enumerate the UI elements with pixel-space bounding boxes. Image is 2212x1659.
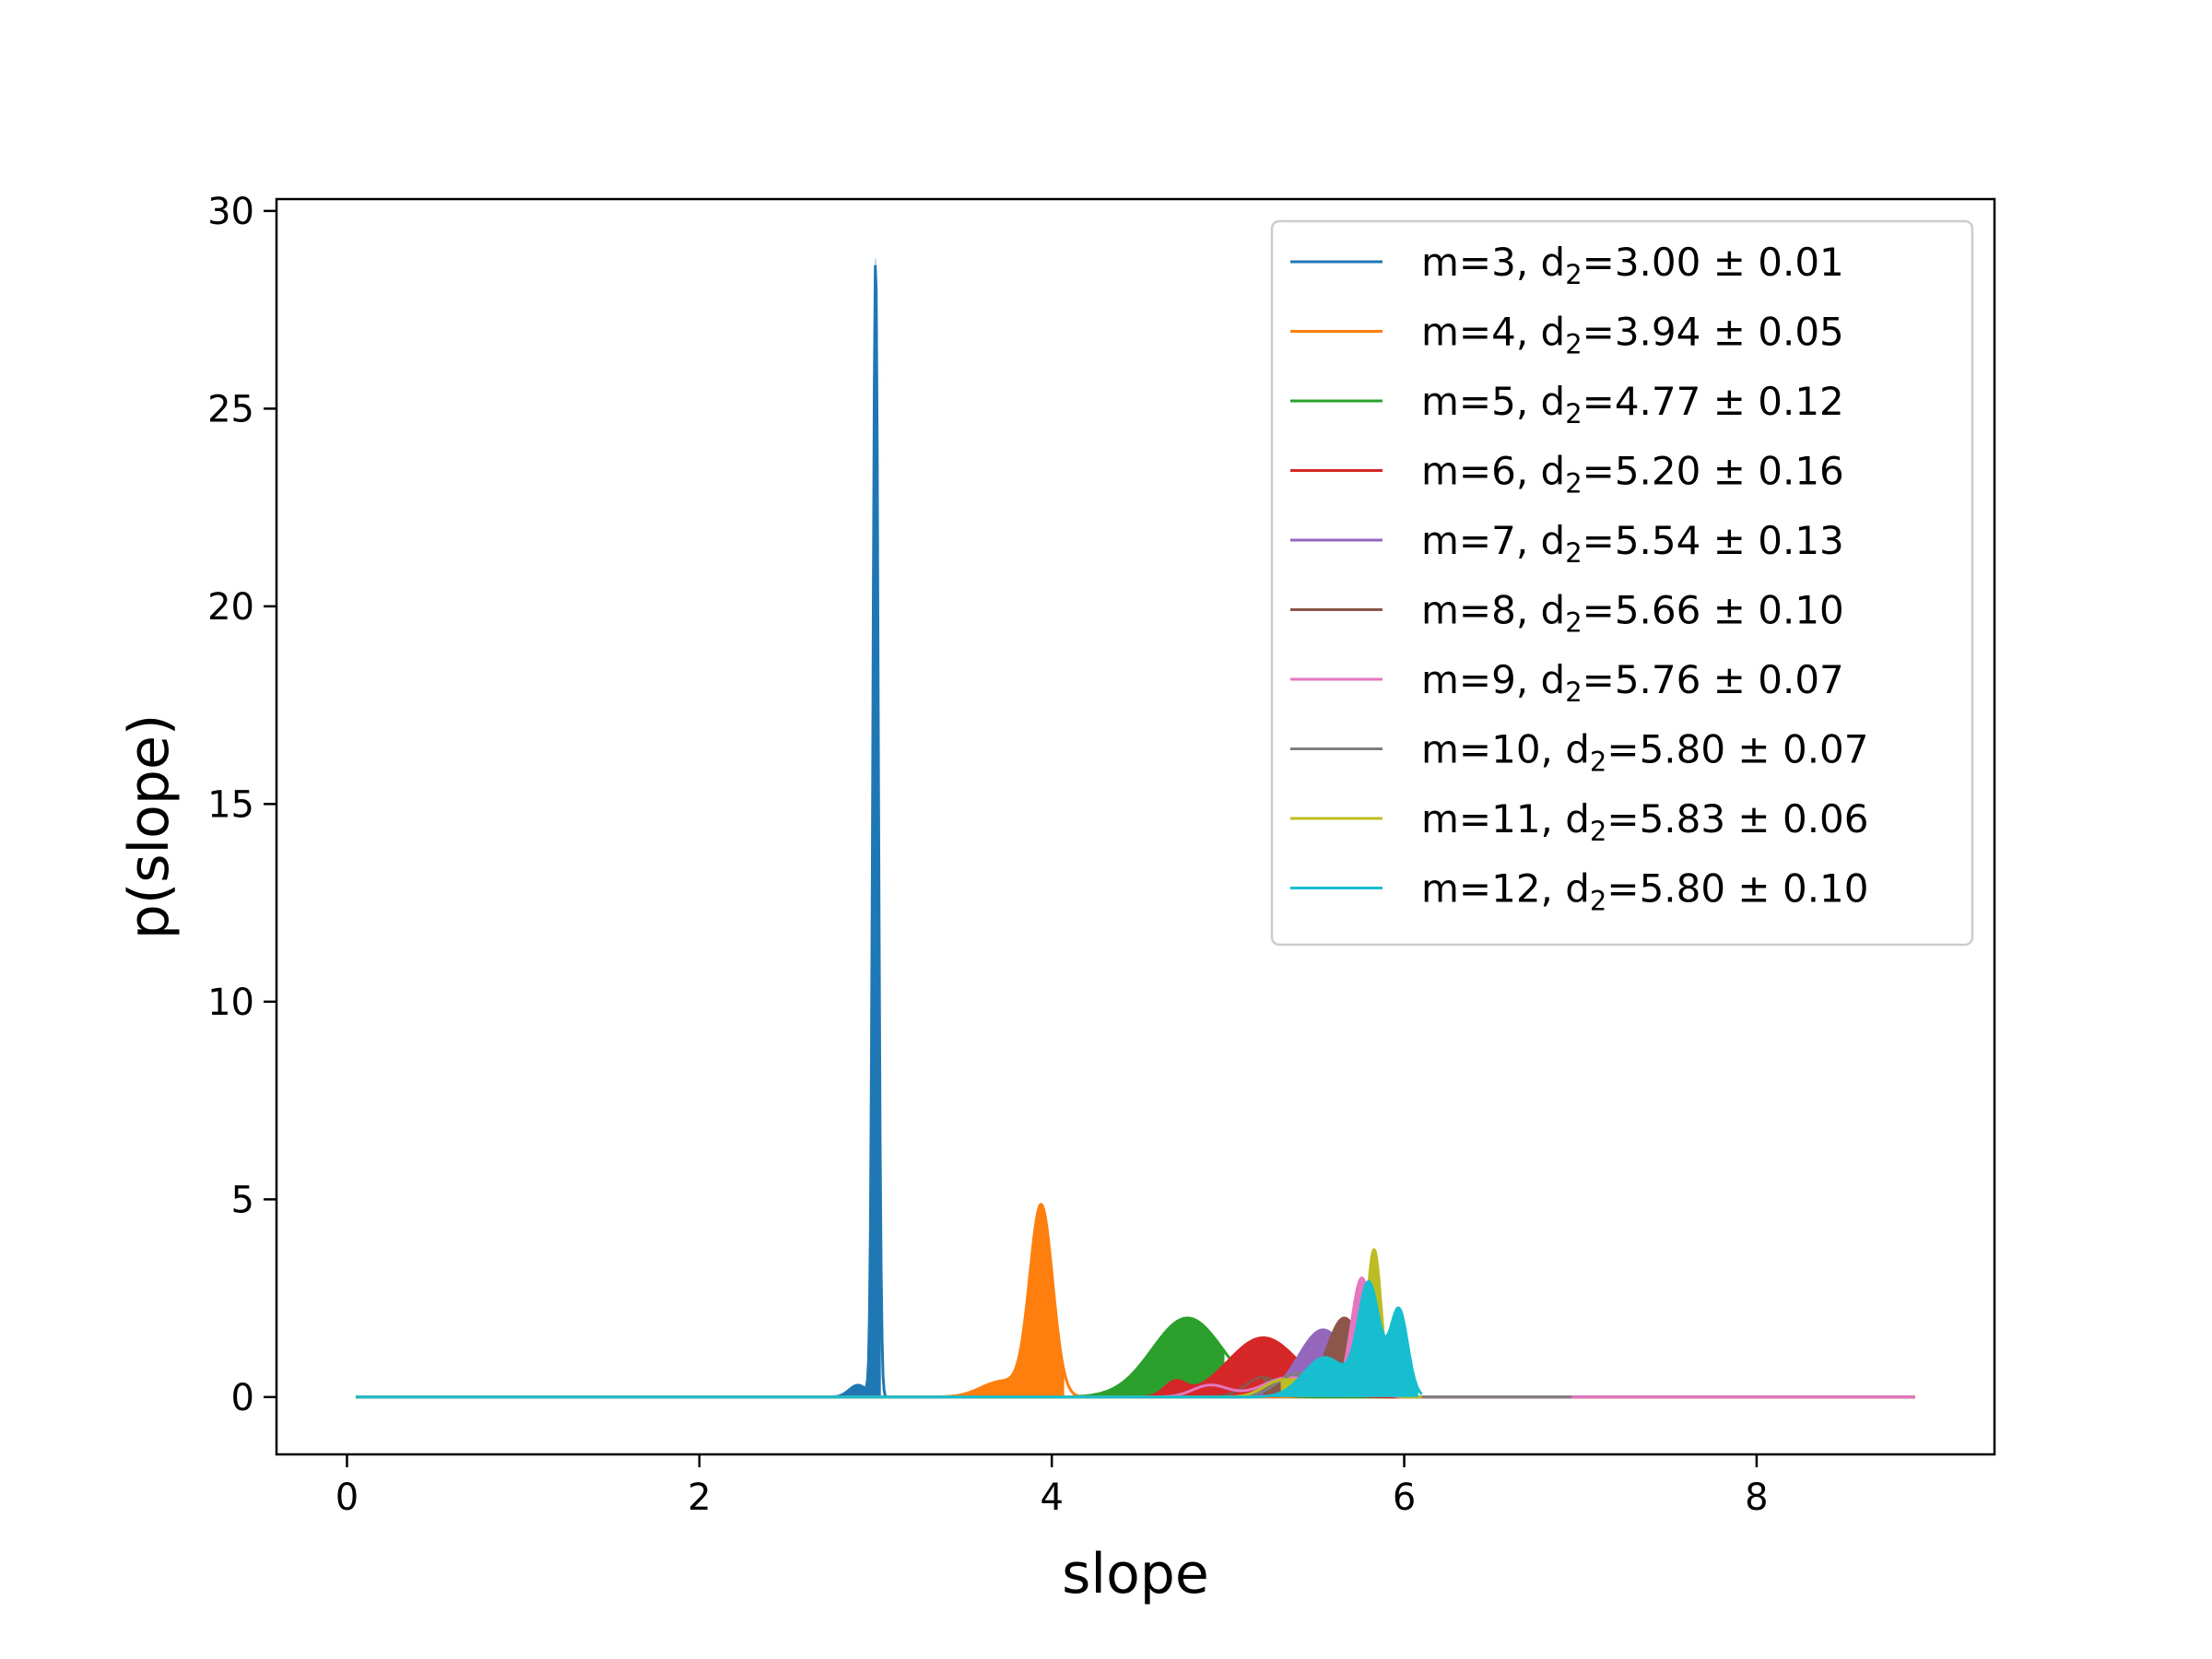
series-fill (1122, 1337, 1308, 1397)
legend-label: m=10, d2=5.80 ± 0.07 (1421, 727, 1869, 778)
legend-label: m=11, d2=5.83 ± 0.06 (1421, 796, 1869, 847)
series-line (356, 1279, 1423, 1399)
legend-label: m=6, d2=5.20 ± 0.16 (1421, 449, 1844, 500)
y-tick-label: 10 (207, 982, 254, 1024)
legend-entry: m=8, d2=5.66 ± 0.10 (1290, 588, 1844, 639)
legend-entry: m=5, d2=4.77 ± 0.12 (1290, 379, 1844, 429)
legend-entry: m=6, d2=5.20 ± 0.16 (1290, 449, 1844, 500)
legend: m=3, d2=3.00 ± 0.01 m=4, d2=3.94 ± 0.05 m=… (1270, 219, 1974, 947)
y-tick-label: 20 (207, 586, 254, 629)
legend-label: m=5, d2=4.77 ± 0.12 (1421, 379, 1844, 429)
x-tick-label: 6 (1393, 1477, 1416, 1519)
x-tick-label: 8 (1745, 1477, 1768, 1519)
legend-label: m=7, d2=5.54 ± 0.13 (1421, 518, 1844, 569)
x-tick-label: 4 (1040, 1477, 1063, 1519)
legend-label: m=4, d2=3.94 ± 0.05 (1421, 310, 1844, 360)
plot-area (356, 256, 1915, 1399)
legend-entry: m=9, d2=5.76 ± 0.07 (1290, 657, 1844, 708)
legend-entry: m=12, d2=5.80 ± 0.10 (1290, 866, 1869, 917)
y-axis-label: p(slope) (117, 714, 182, 940)
legend-frame (1270, 219, 1974, 947)
y-axis: 0 5 10 15 20 25 30 (207, 191, 276, 1419)
legend-label: m=3, d2=3.00 ± 0.01 (1421, 240, 1844, 290)
legend-label: m=12, d2=5.80 ± 0.10 (1421, 866, 1869, 917)
y-tick-label: 0 (231, 1377, 254, 1419)
legend-entry: m=7, d2=5.54 ± 0.13 (1290, 518, 1844, 569)
y-tick-label: 15 (207, 783, 254, 826)
y-tick-label: 25 (207, 388, 254, 430)
x-tick-label: 2 (688, 1477, 711, 1519)
x-tick-label: 0 (335, 1477, 359, 1519)
legend-label: m=9, d2=5.76 ± 0.07 (1421, 657, 1844, 708)
legend-entry: m=11, d2=5.83 ± 0.06 (1290, 796, 1869, 847)
legend-entry: m=3, d2=3.00 ± 0.01 (1290, 240, 1844, 290)
series-fill (1052, 1318, 1225, 1397)
y-tick-label: 30 (207, 191, 254, 233)
x-axis-label: slope (1062, 1542, 1209, 1606)
legend-entry: m=10, d2=5.80 ± 0.07 (1290, 727, 1869, 778)
axes-frame (275, 197, 1996, 1456)
legend-label: m=8, d2=5.66 ± 0.10 (1421, 588, 1844, 639)
y-tick-label: 5 (231, 1179, 254, 1221)
series-fill (963, 1204, 1065, 1397)
x-axis: 0 2 4 6 8 (335, 1454, 1769, 1519)
legend-entry: m=4, d2=3.94 ± 0.05 (1290, 310, 1844, 360)
series-m12 (356, 1279, 1423, 1399)
